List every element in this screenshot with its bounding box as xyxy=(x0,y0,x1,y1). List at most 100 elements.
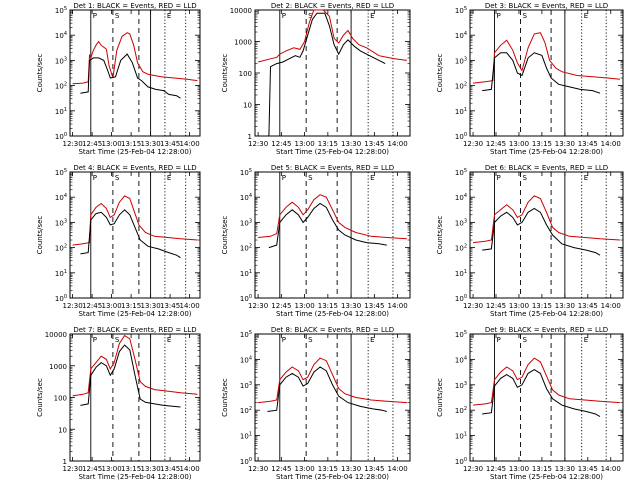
y-tick-exponent: 4 xyxy=(64,193,67,199)
plot-frame xyxy=(69,333,201,462)
marker-label: P xyxy=(496,174,500,182)
y-tick-label: 101 xyxy=(55,269,67,278)
x-tick-label: 13:45 xyxy=(160,302,180,310)
series-events-line xyxy=(482,369,601,418)
x-tick-label: 14:00 xyxy=(601,140,621,148)
x-tick-label: 12:30 xyxy=(248,140,268,148)
panel-title: Det 1: BLACK = Events, RED = LLD xyxy=(73,2,196,10)
y-tick-label: 102 xyxy=(455,82,467,91)
panel-title: Det 8: BLACK = Events, RED = LLD xyxy=(271,326,394,334)
x-tick-label: 13:15 xyxy=(532,302,552,310)
y-tick-label: 102 xyxy=(240,406,252,415)
y-tick-label: 1 xyxy=(248,133,252,141)
x-tick-label: 12:30 xyxy=(463,140,483,148)
plot-frame xyxy=(254,171,411,299)
x-tick-label: 12:30 xyxy=(248,465,268,473)
x-tick-label: 13:15 xyxy=(121,302,141,310)
y-tick-exponent: 3 xyxy=(464,218,467,224)
panel-det-1: Det 1: BLACK = Events, RED = LLD 12:30 12:… xyxy=(36,2,201,156)
x-axis-label: Start Time (25-Feb-04 12:28:00) xyxy=(78,473,191,480)
y-tick-exponent: 2 xyxy=(64,244,67,250)
y-tick-label: 105 xyxy=(55,168,67,177)
y-tick-label: 105 xyxy=(240,168,252,177)
x-tick-label: 14:00 xyxy=(388,302,408,310)
x-tick-label: 13:15 xyxy=(318,465,338,473)
y-axis-label: Counts/sec xyxy=(36,54,44,93)
y-tick-exponent: 4 xyxy=(249,355,252,361)
panel-det-5: Det 5: BLACK = Events, RED = LLD 12:30 12:… xyxy=(221,164,411,318)
y-axis-label: Counts/sec xyxy=(436,54,444,93)
y-tick-label: 100 xyxy=(55,294,67,303)
y-tick-exponent: 1 xyxy=(249,269,252,275)
y-tick-label: 104 xyxy=(55,193,67,202)
y-tick-label: 100 xyxy=(240,294,252,303)
y-tick-label: 100 xyxy=(455,132,467,141)
y-tick-exponent: 0 xyxy=(249,457,252,463)
x-tick-label: 13:30 xyxy=(141,302,161,310)
y-tick-exponent: 2 xyxy=(249,244,252,250)
y-tick-exponent: 3 xyxy=(464,381,467,387)
x-tick-label: 13:30 xyxy=(555,465,575,473)
marker-label: P xyxy=(93,336,97,344)
y-tick-label: 101 xyxy=(240,269,252,278)
panel-det-8: Det 8: BLACK = Events, RED = LLD 12:30 12:… xyxy=(221,326,411,480)
x-tick-label: 13:30 xyxy=(141,465,161,473)
y-tick-exponent: 2 xyxy=(464,244,467,250)
series-lld-line xyxy=(258,194,407,240)
marker-label: P xyxy=(496,336,500,344)
marker-label: E xyxy=(584,12,588,20)
y-tick-label: 100 xyxy=(239,70,252,78)
x-tick-label: 13:00 xyxy=(102,140,122,148)
x-tick-label: 13:00 xyxy=(509,465,529,473)
y-tick-exponent: 2 xyxy=(249,406,252,412)
x-tick-label: 12:45 xyxy=(82,140,102,148)
y-tick-label: 105 xyxy=(240,330,252,339)
x-tick-label: 13:45 xyxy=(578,140,598,148)
series-lld-line xyxy=(473,195,620,244)
y-tick-exponent: 3 xyxy=(464,56,467,62)
y-tick-label: 1 xyxy=(63,458,67,466)
y-tick-label: 100 xyxy=(455,457,467,466)
x-axis-label: Start Time (25-Feb-04 12:28:00) xyxy=(276,310,389,318)
x-tick-label: 12:45 xyxy=(82,465,102,473)
series-events-line xyxy=(482,207,601,256)
x-tick-label: 13:15 xyxy=(318,302,338,310)
y-tick-exponent: 4 xyxy=(64,31,67,37)
y-tick-label: 105 xyxy=(455,6,467,15)
marker-label: S xyxy=(522,174,527,182)
marker-label: E xyxy=(584,336,588,344)
x-tick-label: 13:15 xyxy=(121,465,141,473)
y-tick-exponent: 1 xyxy=(464,107,467,113)
y-tick-exponent: 4 xyxy=(464,31,467,37)
plot-frame xyxy=(469,333,624,462)
x-tick-label: 13:45 xyxy=(578,302,598,310)
y-tick-exponent: 0 xyxy=(64,294,67,300)
marker-label: E xyxy=(370,12,374,20)
x-tick-label: 13:15 xyxy=(532,140,552,148)
marker-label: P xyxy=(93,174,97,182)
y-tick-exponent: 5 xyxy=(64,168,67,174)
marker-label: S xyxy=(115,336,120,344)
panel-det-2: Det 2: BLACK = Events, RED = LLD 12:30 12:… xyxy=(221,2,411,156)
y-tick-label: 105 xyxy=(55,6,67,15)
y-tick-exponent: 1 xyxy=(464,432,467,438)
marker-label: E xyxy=(370,174,374,182)
x-tick-label: 13:45 xyxy=(578,465,598,473)
y-axis-label: Counts/sec xyxy=(436,378,444,417)
x-tick-label: 14:00 xyxy=(601,465,621,473)
y-tick-label: 105 xyxy=(455,168,467,177)
x-tick-label: 13:45 xyxy=(160,140,180,148)
y-tick-exponent: 5 xyxy=(464,330,467,336)
x-tick-label: 14:00 xyxy=(388,140,408,148)
x-tick-label: 12:45 xyxy=(486,465,506,473)
y-tick-exponent: 0 xyxy=(464,132,467,138)
x-tick-label: 13:15 xyxy=(318,140,338,148)
y-axis-label: Counts/sec xyxy=(36,378,44,417)
y-tick-label: 10000 xyxy=(230,7,252,15)
x-tick-label: 13:15 xyxy=(532,465,552,473)
y-tick-label: 101 xyxy=(455,432,467,441)
series-events-line xyxy=(267,366,387,412)
y-tick-exponent: 2 xyxy=(464,82,467,88)
x-tick-label: 12:30 xyxy=(63,465,83,473)
y-tick-label: 104 xyxy=(240,355,252,364)
